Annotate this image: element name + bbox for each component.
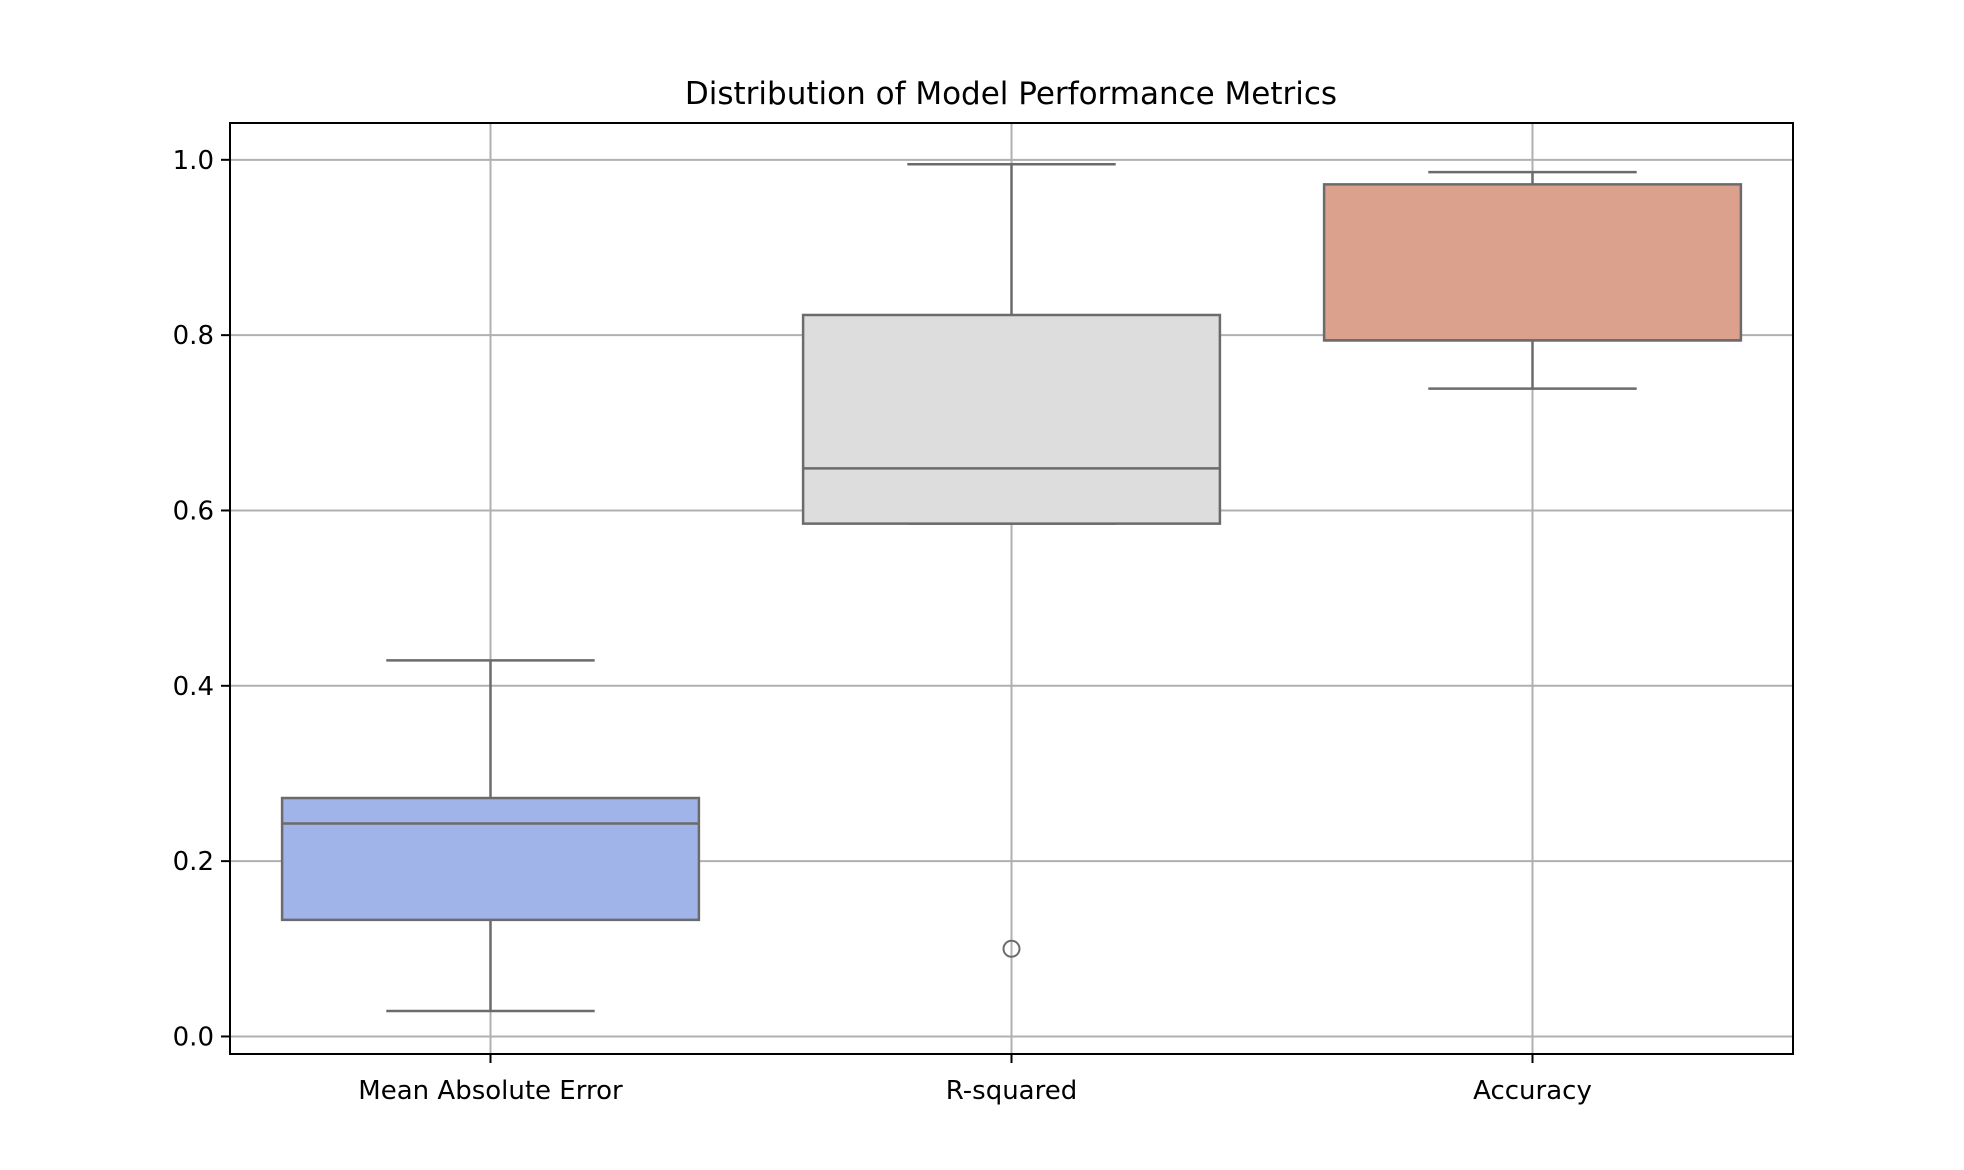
x-tick-label: R-squared [946,1076,1077,1106]
x-tick-label: Mean Absolute Error [358,1076,623,1106]
box-group [801,162,1222,958]
box-iqr [280,796,701,922]
y-tick-label: 0.4 [173,672,214,702]
axis-ticks: 0.0 0.2 0.4 0.6 0.8 1.0 Mean Absolute Error R-s… [173,146,1592,1106]
box-group [280,659,701,1013]
chart-title: Distribution of Model Performance Metric… [685,76,1337,112]
boxes [280,162,1743,1013]
box-iqr [1322,183,1743,342]
box-group [1322,170,1743,390]
outlier-point [1002,939,1021,958]
y-tick-label: 0.6 [173,496,214,526]
y-tick-label: 0.0 [173,1022,214,1052]
y-tick-label: 1.0 [173,146,214,176]
y-tick-label: 0.2 [173,847,214,877]
box-iqr [801,313,1222,525]
x-tick-label: Accuracy [1473,1076,1592,1106]
y-tick-label: 0.8 [173,321,214,351]
